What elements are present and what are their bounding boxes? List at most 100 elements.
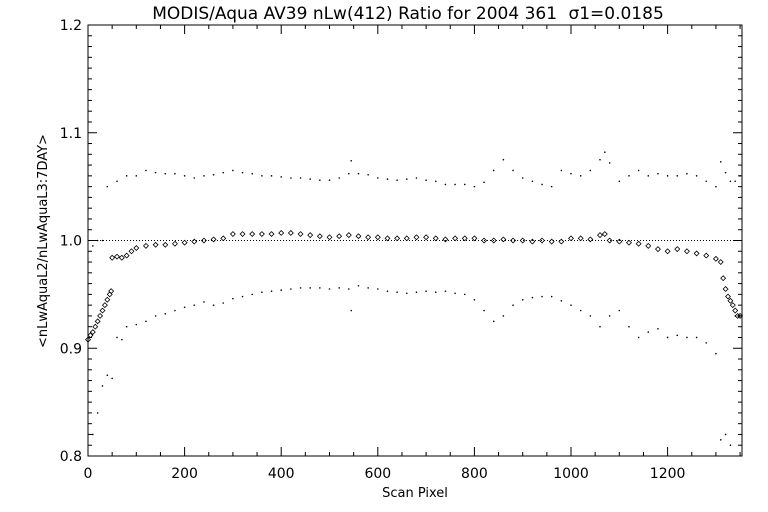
data-point [309, 178, 311, 180]
data-point [568, 235, 574, 242]
data-point [432, 235, 439, 242]
data-point [290, 177, 292, 179]
data-point [396, 179, 398, 181]
data-point [258, 231, 265, 238]
data-point [444, 290, 447, 292]
data-point [703, 252, 710, 259]
data-point [541, 183, 543, 186]
data-point [683, 248, 690, 255]
data-point [133, 245, 140, 252]
data-point [116, 336, 118, 339]
data-point [674, 246, 681, 253]
data-point [541, 295, 543, 298]
data-point [212, 173, 215, 176]
data-point [676, 175, 679, 177]
data-point [367, 173, 369, 176]
data-point [715, 352, 717, 355]
data-point [664, 248, 671, 255]
data-point [608, 315, 611, 317]
data-point [297, 231, 304, 238]
data-point [473, 298, 476, 301]
data-point [570, 304, 572, 306]
data-point [705, 180, 708, 183]
data-point [529, 238, 536, 245]
data-point [251, 293, 254, 296]
data-point [618, 180, 621, 183]
data-point [377, 177, 379, 179]
data-point [348, 172, 350, 175]
data-point [128, 248, 135, 255]
data-point [142, 242, 149, 249]
data-point [121, 338, 123, 341]
data-point [270, 175, 273, 177]
data-point [104, 296, 111, 303]
data-point [577, 235, 584, 242]
data-point [222, 302, 225, 304]
series-1 [92, 151, 741, 247]
data-point [423, 234, 430, 241]
y-tick-label: 1.1 [60, 126, 82, 142]
data-point [220, 235, 227, 242]
data-point [647, 331, 650, 333]
data-point [357, 284, 360, 287]
chart-title-sigma: σ1=0.0185 [568, 4, 663, 24]
data-point [715, 185, 717, 188]
data-point [727, 297, 734, 304]
data-point [96, 412, 99, 414]
data-point [316, 233, 323, 240]
data-point [261, 175, 263, 177]
data-point [722, 286, 729, 292]
data-point [174, 172, 176, 175]
data-point [490, 237, 497, 244]
data-point [212, 304, 215, 306]
data-point [732, 307, 739, 314]
data-point [729, 180, 732, 183]
data-point [531, 296, 534, 299]
data-point [606, 237, 613, 244]
data-point [729, 302, 736, 309]
data-point [338, 287, 340, 289]
data-point [579, 309, 582, 312]
data-points [85, 151, 744, 447]
data-point [405, 178, 408, 180]
data-point [483, 181, 485, 184]
data-point [125, 325, 128, 328]
data-point [734, 180, 737, 183]
data-point [413, 234, 420, 241]
data-point [720, 275, 727, 282]
data-point [647, 175, 650, 177]
data-point [415, 177, 418, 179]
data-point [560, 169, 563, 172]
data-point [587, 236, 594, 243]
data-point [737, 312, 744, 319]
data-point [328, 179, 331, 181]
data-point [481, 237, 488, 244]
data-point [454, 183, 456, 186]
data-point [106, 185, 109, 188]
data-point [114, 253, 120, 260]
x-tick-label: 1000 [553, 466, 589, 482]
data-point [96, 239, 99, 242]
data-point [123, 252, 130, 259]
data-point [280, 289, 283, 291]
data-point [724, 433, 727, 436]
data-point [492, 169, 495, 172]
data-point [657, 328, 659, 330]
data-point [210, 236, 217, 243]
chart-title-main: MODIS/Aqua AV39 nLw(412) Ratio for 2004 … [152, 4, 557, 24]
data-point [510, 237, 517, 244]
data-point [473, 185, 476, 188]
data-point [345, 232, 352, 239]
data-point [512, 304, 514, 306]
data-point [101, 239, 104, 242]
data-point [739, 175, 741, 177]
data-point [512, 169, 514, 172]
data-point [502, 158, 505, 161]
data-point [162, 241, 169, 248]
data-point [628, 325, 630, 328]
data-point [203, 301, 205, 303]
data-point [200, 237, 207, 244]
data-point [452, 235, 459, 242]
data-point [99, 307, 106, 314]
x-tick-label: 800 [461, 466, 488, 482]
